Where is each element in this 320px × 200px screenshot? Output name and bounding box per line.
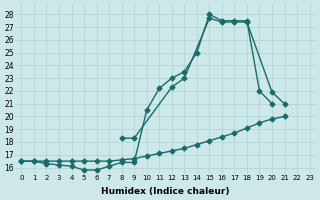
X-axis label: Humidex (Indice chaleur): Humidex (Indice chaleur): [101, 187, 230, 196]
